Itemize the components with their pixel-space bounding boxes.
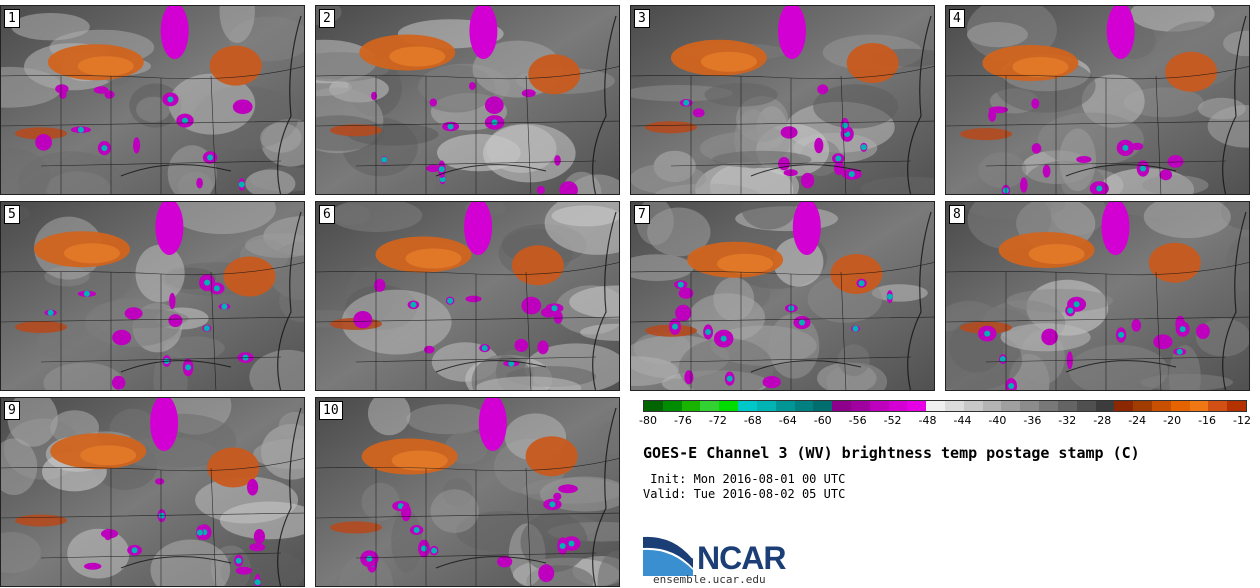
ncar-logo-icon	[643, 534, 694, 576]
wv-map	[946, 202, 1249, 390]
postage-stamp-panel: 7	[630, 201, 935, 391]
wv-map	[316, 6, 619, 194]
postage-stamp-panel: 10	[315, 397, 620, 587]
wv-map	[316, 398, 619, 586]
wv-map	[631, 6, 934, 194]
colorbar-segment	[926, 401, 945, 411]
colorbar-segment	[1170, 401, 1190, 411]
postage-stamp-panel: 6	[315, 201, 620, 391]
colorbar-tick-label: -40	[988, 414, 1007, 427]
colorbar-segment	[1057, 401, 1077, 411]
colorbar-tick-label: -72	[708, 414, 727, 427]
site-url: ensemble.ucar.edu	[653, 573, 766, 586]
postage-stamp-panel: 9	[0, 397, 305, 587]
colorbar-segment	[1039, 401, 1058, 411]
colorbar-tick-label: -36	[1023, 414, 1042, 427]
wv-map	[946, 6, 1249, 194]
wv-map	[1, 398, 304, 586]
colorbar-tick-label: -28	[1093, 414, 1112, 427]
postage-stamp-panel: 1	[0, 5, 305, 195]
postage-stamp-panel: 5	[0, 201, 305, 391]
colorbar-tick-label: -48	[918, 414, 937, 427]
colorbar-tick-label: -24	[1128, 414, 1147, 427]
colorbar-tick-label: -56	[848, 414, 867, 427]
colorbar-segment	[813, 401, 833, 411]
colorbar-segment	[1208, 401, 1228, 411]
wv-map	[316, 202, 619, 390]
colorbar-segment	[832, 401, 851, 411]
panel-number: 6	[319, 205, 335, 224]
colorbar-tick-label: -60	[813, 414, 832, 427]
postage-stamp-panel: 8	[945, 201, 1250, 391]
colorbar-tick-label: -68	[743, 414, 762, 427]
colorbar-segment	[1001, 401, 1021, 411]
colorbar-segment	[794, 401, 814, 411]
panel-number: 5	[4, 205, 20, 224]
colorbar-segment	[1020, 401, 1040, 411]
colorbar-tick-label: -32	[1058, 414, 1077, 427]
colorbar-segment	[963, 401, 983, 411]
panel-number: 9	[4, 401, 20, 420]
colorbar-segment	[738, 401, 757, 411]
panel-number: 4	[949, 9, 965, 28]
colorbar-segment	[945, 401, 964, 411]
colorbar-segment	[756, 401, 776, 411]
figure-title: GOES-E Channel 3 (WV) brightness temp po…	[643, 444, 1140, 462]
logo-text: NCAR	[697, 540, 786, 576]
colorbar-segment	[888, 401, 908, 411]
colorbar-segment	[869, 401, 889, 411]
colorbar-segment	[775, 401, 795, 411]
colorbar-tick-label: -52	[883, 414, 902, 427]
wv-map	[1, 6, 304, 194]
colorbar-segment	[982, 401, 1002, 411]
colorbar-segment	[1227, 401, 1246, 411]
panel-number: 7	[634, 205, 650, 224]
panel-number: 2	[319, 9, 335, 28]
colorbar-tick-label: -64	[778, 414, 797, 427]
wv-map	[631, 202, 934, 390]
colorbar-segment	[907, 401, 927, 411]
colorbar-segment	[1151, 401, 1171, 411]
colorbar-segment	[700, 401, 720, 411]
colorbar-segment	[1095, 401, 1115, 411]
colorbar-segment	[1114, 401, 1134, 411]
colorbar-segment	[1076, 401, 1096, 411]
init-time: Init: Mon 2016-08-01 00 UTC	[643, 472, 846, 486]
valid-time: Valid: Tue 2016-08-02 05 UTC	[643, 487, 846, 501]
colorbar-tick-label: -16	[1198, 414, 1217, 427]
colorbar-segment	[1189, 401, 1209, 411]
colorbar-ticks: -80 -76 -72 -68 -64 -60 -56 -52 -48 -44 -40 -36 -32 -…	[639, 414, 1251, 428]
colorbar-tick-label: -80	[639, 414, 657, 427]
panel-number: 1	[4, 9, 20, 28]
postage-stamp-panel: 2	[315, 5, 620, 195]
colorbar-segment	[681, 401, 701, 411]
colorbar-segment	[719, 401, 739, 411]
colorbar-segment	[1133, 401, 1152, 411]
colorbar-segment	[644, 401, 663, 411]
colorbar-tick-label: -12	[1233, 414, 1251, 427]
wv-map	[1, 202, 304, 390]
panel-number: 3	[634, 9, 650, 28]
postage-stamp-panel: 4	[945, 5, 1250, 195]
colorbar-segment	[850, 401, 870, 411]
colorbar-tick-label: -20	[1163, 414, 1182, 427]
postage-stamp-panel: 3	[630, 5, 935, 195]
colorbar-segment	[662, 401, 682, 411]
colorbar-tick-label: -76	[673, 414, 692, 427]
colorbar-tick-label: -44	[953, 414, 972, 427]
colorbar	[643, 400, 1247, 412]
panel-number: 10	[319, 401, 343, 420]
panel-number: 8	[949, 205, 965, 224]
